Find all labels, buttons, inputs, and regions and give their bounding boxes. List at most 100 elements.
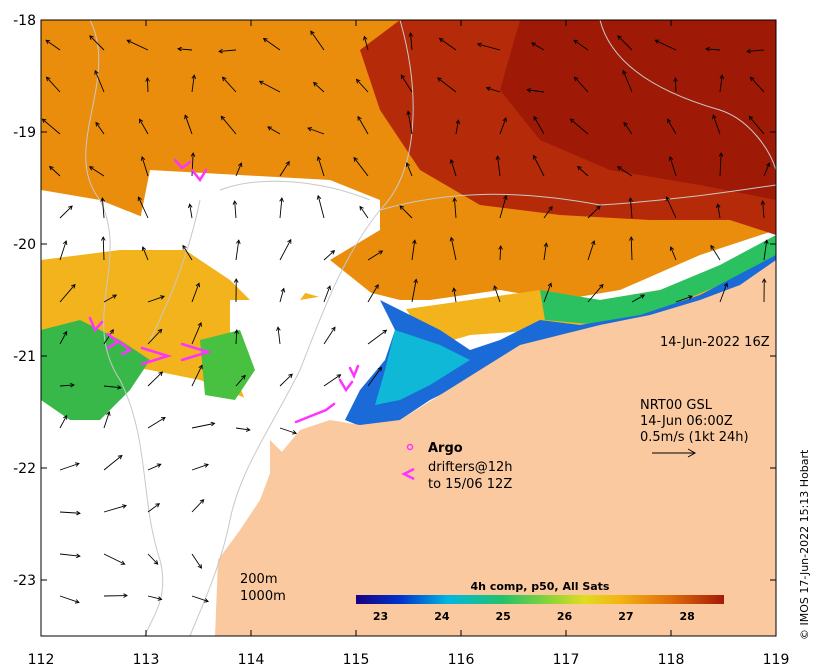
current-arrow-head xyxy=(137,196,142,202)
drifter-chevron xyxy=(348,364,360,380)
current-arrow-head xyxy=(355,78,361,84)
lat-tick-label: -21 xyxy=(13,349,36,365)
current-arrow xyxy=(543,206,553,219)
current-arrow-head xyxy=(68,205,73,211)
current-arrow-head xyxy=(526,87,532,93)
current-arrow-head xyxy=(45,76,51,82)
current-arrow-head xyxy=(184,114,189,120)
current-arrow xyxy=(411,240,416,261)
current-arrow xyxy=(103,455,123,471)
current-arrow xyxy=(450,237,457,261)
current-arrow xyxy=(712,115,721,135)
drifter-legend-icon xyxy=(401,467,415,481)
current-arrow-head xyxy=(673,77,678,82)
current-arrow-head xyxy=(710,244,715,250)
lon-tick-label: 118 xyxy=(658,652,685,668)
current-arrow xyxy=(453,198,457,219)
current-arrow-head xyxy=(204,598,209,603)
current-arrow-head xyxy=(495,155,501,161)
current-arrow xyxy=(103,294,117,303)
current-arrow-head xyxy=(236,239,241,245)
current-arrow-head xyxy=(331,326,336,332)
current-arrow-head xyxy=(764,239,769,245)
current-arrow xyxy=(147,329,163,345)
drifter-chevron xyxy=(338,378,354,393)
current-arrow xyxy=(103,553,125,565)
current-arrow xyxy=(587,284,604,303)
current-arrow xyxy=(46,76,61,93)
current-arrow-head xyxy=(140,155,146,161)
colorbar-title: 4h comp, p50, All Sats xyxy=(471,580,610,593)
current-arrow-head xyxy=(120,560,126,565)
current-arrow xyxy=(279,198,283,219)
lon-tick-label: 119 xyxy=(763,652,790,668)
current-arrow-head xyxy=(204,463,209,468)
current-arrow xyxy=(667,119,677,135)
current-arrow xyxy=(189,204,193,219)
lat-tick-label: -18 xyxy=(13,13,36,29)
current-arrow-head xyxy=(232,200,238,205)
current-arrow-head xyxy=(531,42,536,47)
current-arrow xyxy=(59,240,67,261)
current-arrow xyxy=(59,284,76,303)
current-arrow-head xyxy=(400,74,406,80)
drifter-chevron xyxy=(88,316,104,333)
land-mainland xyxy=(215,260,776,636)
current-arrow xyxy=(666,196,677,219)
current-arrow-head xyxy=(399,205,405,210)
current-arrow-head xyxy=(267,126,272,131)
current-arrow xyxy=(499,117,507,135)
current-arrow-head xyxy=(307,127,313,132)
current-arrow-head xyxy=(122,504,127,509)
current-arrow xyxy=(59,205,73,219)
current-arrow-head xyxy=(336,374,342,379)
drifter-chevron xyxy=(173,158,192,170)
current-arrow-head xyxy=(153,560,159,565)
current-arrow-head xyxy=(449,236,455,242)
current-arrow-head xyxy=(95,121,100,127)
current-arrow-head xyxy=(157,596,163,601)
current-arrow-head xyxy=(190,152,196,157)
current-arrow-head xyxy=(485,86,491,91)
currents-scale-label: 0.5m/s (1kt 24h) xyxy=(640,430,749,445)
current-arrow xyxy=(59,595,80,603)
drifter-dots xyxy=(294,402,336,424)
colorbar-tick-label: 27 xyxy=(618,610,633,623)
current-arrow-head xyxy=(139,118,144,124)
current-arrow xyxy=(235,375,246,387)
current-arrow-head xyxy=(503,194,508,200)
current-arrow xyxy=(191,464,209,471)
current-arrow xyxy=(59,553,80,557)
current-arrow xyxy=(191,365,203,387)
current-arrow xyxy=(147,503,160,513)
current-arrow xyxy=(42,118,61,135)
current-arrow-head xyxy=(723,282,729,288)
current-arrow xyxy=(629,198,633,219)
lon-axis: 112 113 114 115 116 117 118 119 xyxy=(28,20,790,668)
current-arrow-head xyxy=(667,118,672,124)
current-arrow xyxy=(103,329,114,345)
land-peninsula xyxy=(270,440,300,510)
current-arrow xyxy=(531,42,545,51)
current-arrow xyxy=(717,204,721,219)
current-arrow xyxy=(138,196,149,219)
current-arrow xyxy=(101,198,105,219)
current-arrow xyxy=(762,201,765,219)
current-arrow-head xyxy=(117,385,122,390)
current-arrow-head xyxy=(195,282,201,288)
current-arrow xyxy=(747,49,765,52)
current-arrow-head xyxy=(141,246,147,252)
current-arrow xyxy=(59,384,74,387)
current-arrow xyxy=(719,283,728,303)
current-arrow xyxy=(499,245,502,261)
lon-tick-label: 115 xyxy=(343,652,370,668)
isobath-1000-label: 1000m xyxy=(240,589,286,604)
current-arrow-head xyxy=(258,80,264,85)
current-arrow-head xyxy=(705,46,710,52)
contour-1000m xyxy=(85,20,164,636)
current-arrow xyxy=(669,156,677,177)
current-arrow-head xyxy=(198,364,203,370)
current-arrow xyxy=(139,119,149,135)
current-arrow xyxy=(706,48,721,51)
